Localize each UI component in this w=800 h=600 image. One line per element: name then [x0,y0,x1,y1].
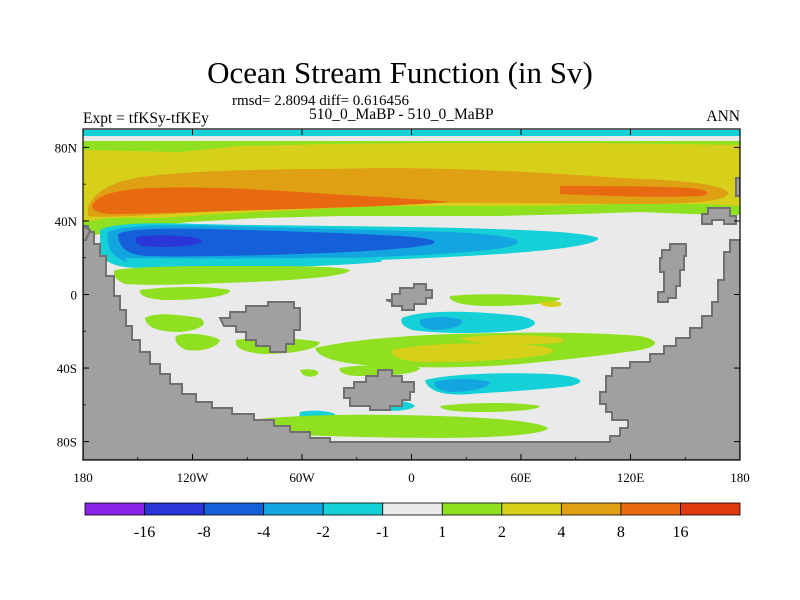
x-tick-label: 60E [511,470,532,485]
colorbar-label: -16 [134,524,155,541]
colorbar-box [144,502,205,516]
colorbar-box [680,502,741,516]
land-east-island [657,243,687,303]
colorbar-box [560,502,622,516]
land-northwest-sliver [83,224,92,241]
colorbar-label: -1 [376,524,389,541]
land-central-north [385,283,433,311]
colorbar-label: 8 [617,524,625,541]
land-northeast-small [701,207,737,225]
land-west [83,225,740,460]
colorbar-box [203,502,265,516]
colorbar-label: 1 [438,524,446,541]
season-label: ANN [706,108,740,125]
colorbar-label: 2 [498,524,506,541]
southern-ocean-green-2 [440,403,540,412]
equatorial-green-2 [139,287,231,300]
southern-lightblue [434,379,490,392]
southern-ocean-green [249,414,548,438]
colorbar-label: -4 [257,524,270,541]
x-tick-label: 120W [177,470,210,485]
chart-subtitle: 510_0_MaBP - 510_0_MaBP [309,106,494,123]
x-tick-label: 120E [617,470,645,485]
colorbar-label: 16 [672,524,688,541]
colorbar-box [322,502,384,516]
chart-title: Ocean Stream Function (in Sv) [207,55,593,90]
polar-strip-neutral [83,136,740,140]
subtropical-darkblue [135,235,202,247]
x-tick-label: 60W [289,470,315,485]
x-tick-label: 180 [730,470,750,485]
colorbar: -16 -8 -4 -2 -1 1 2 4 8 16 [84,502,741,541]
experiment-label: Expt = tfKSy-tfKEy [83,110,209,127]
land-top-right [735,177,740,197]
colorbar-label: 4 [557,524,565,541]
northern-maximum-darkorange-2 [560,186,708,197]
y-tick-label: 0 [71,288,78,303]
subtropical-blue [118,228,435,257]
land-central-south [343,369,415,411]
contour-fill-layer [83,130,740,438]
southern-yellow [391,343,553,362]
colorbar-box [84,502,145,516]
tropical-lightblue [419,317,463,330]
subpolar-band-yellow-2 [83,143,740,164]
equatorial-green [113,266,350,285]
y-tick-label: 40N [55,214,78,229]
stats-text: rmsd= 2.8094 diff= 0.616456 [232,93,410,109]
x-tick-label: 0 [408,470,415,485]
land-central-west [218,301,301,353]
y-tick-label: 80N [55,140,78,155]
tropical-yellow-east [540,301,562,307]
green-patch-2 [175,333,220,351]
map-axes: 180 120W 60W 0 60E 120E 180 80N 40N 0 40S 80S [55,128,750,485]
equatorial-green-3 [449,294,561,306]
subpolar-lower-green [83,204,740,238]
colorbar-label: -2 [317,524,330,541]
colorbar-box [501,502,562,516]
y-tick-label: 80S [57,435,77,450]
colorbar-box [382,502,443,516]
green-patch-1 [145,314,204,332]
colorbar-box [620,502,681,516]
y-tick-label: 40S [57,361,77,376]
land-layer [83,177,740,460]
southern-green-west [300,369,319,377]
colorbar-box [441,502,503,516]
southern-yellow-2 [460,335,564,344]
colorbar-box [263,502,324,516]
x-tick-label: 180 [73,470,93,485]
northern-maximum-darkorange [92,187,450,214]
colorbar-label: -8 [197,524,210,541]
